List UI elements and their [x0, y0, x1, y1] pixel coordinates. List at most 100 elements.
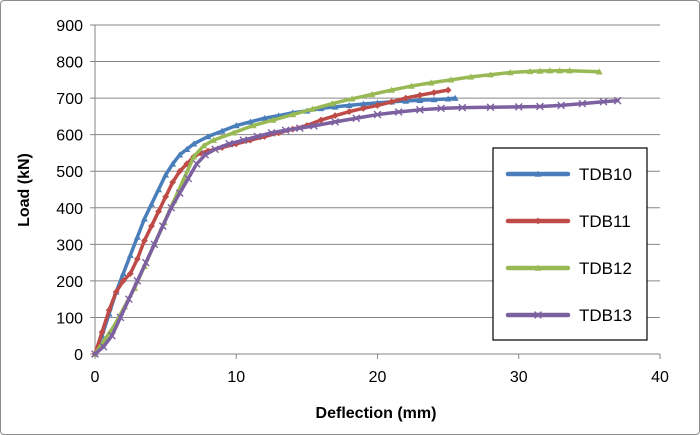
data-point-tdb10 [261, 114, 268, 121]
data-point-tdb13 [158, 222, 167, 230]
data-point-tdb12 [269, 116, 277, 123]
data-point-tdb13 [295, 124, 304, 132]
data-point-tdb11 [98, 328, 106, 336]
data-point-tdb11 [345, 108, 353, 116]
data-point-tdb11 [232, 140, 240, 148]
data-point-tdb12 [526, 68, 534, 75]
data-point-tdb12 [536, 67, 544, 74]
series-tdb13 [91, 96, 622, 358]
legend-label-tdb11: TDB11 [579, 212, 631, 231]
data-point-tdb12 [230, 129, 237, 136]
y-tick-label: 600 [56, 128, 83, 145]
data-point-tdb13 [175, 189, 184, 198]
legend-box [492, 147, 648, 341]
data-point-tdb11 [261, 133, 268, 140]
x-tick-labels: 0 10 20 30 40 [91, 369, 669, 386]
data-point-tdb11 [374, 102, 381, 109]
data-point-tdb10 [190, 140, 198, 147]
legend-item-tdb13: TDB13 [505, 306, 632, 325]
data-point-tdb13 [239, 136, 248, 145]
data-point-tdb12 [190, 153, 198, 160]
data-point-tdb10 [204, 133, 212, 140]
data-point-tdb12 [200, 142, 208, 149]
data-point-tdb10 [331, 103, 339, 110]
data-point-tdb13 [211, 145, 219, 154]
data-point-tdb13 [394, 108, 403, 116]
data-point-tdb12 [447, 76, 455, 83]
data-point-tdb13 [281, 126, 290, 135]
data-point-tdb13 [536, 102, 544, 111]
data-point-tdb11 [126, 270, 134, 277]
data-point-tdb12 [388, 86, 396, 93]
data-point-tdb12 [249, 122, 257, 129]
data-point-tdb10 [155, 186, 162, 193]
data-point-tdb10 [218, 127, 226, 134]
data-point-tdb13 [116, 313, 125, 322]
y-tick-label: 300 [56, 237, 83, 254]
legend-label-tdb12: TDB12 [579, 259, 632, 278]
data-point-tdb12 [289, 111, 297, 118]
data-point-tdb13 [486, 103, 495, 112]
data-point-tdb13 [599, 97, 608, 106]
data-point-tdb13 [415, 105, 424, 114]
x-tick-label: 0 [91, 369, 100, 386]
data-point-tdb10 [232, 122, 240, 129]
data-point-tdb10 [126, 251, 134, 259]
data-point-tdb12 [408, 82, 415, 89]
data-point-tdb10 [359, 100, 367, 107]
data-point-tdb12 [467, 73, 475, 80]
data-point-tdb10 [430, 96, 438, 103]
series-line-tdb11 [93, 88, 450, 356]
data-point-tdb12 [348, 95, 356, 102]
data-point-tdb10 [183, 145, 191, 153]
data-point-tdb11 [141, 237, 148, 245]
y-tick-label: 100 [56, 310, 83, 327]
data-point-tdb13 [514, 102, 523, 111]
y-tick-labels: 0 100 200 300 400 500 600 700 800 900 [56, 18, 83, 364]
y-tick-label: 0 [74, 347, 83, 364]
data-point-tdb13 [201, 150, 210, 159]
data-point-tdb13 [167, 203, 176, 212]
data-point-tdb12 [368, 91, 376, 98]
data-point-tdb10 [169, 160, 177, 167]
x-tick-label: 20 [369, 369, 387, 386]
data-point-tdb12 [328, 100, 336, 107]
data-point-tdb11 [359, 104, 367, 112]
data-point-tdb11 [148, 222, 155, 230]
data-point-tdb13 [458, 103, 467, 112]
x-tick-label: 40 [651, 369, 669, 386]
y-tick-label: 800 [56, 55, 83, 72]
data-point-tdb12 [556, 67, 564, 74]
y-tick-label: 400 [56, 201, 83, 218]
legend-marker-tdb10 [534, 170, 542, 177]
data-point-tdb11 [388, 98, 396, 106]
data-point-tdb11 [169, 178, 177, 186]
data-point-tdb10 [444, 95, 452, 102]
data-point-tdb13 [578, 99, 587, 108]
y-tick-label: 900 [56, 18, 83, 35]
data-point-tdb12 [595, 68, 603, 75]
data-point-tdb13 [253, 132, 262, 141]
y-axis-title: Load (kN) [16, 153, 33, 227]
data-point-tdb12 [487, 71, 494, 78]
data-point-tdb12 [427, 79, 435, 86]
data-point-tdb13 [437, 104, 445, 113]
series-line-tdb13 [93, 98, 620, 356]
data-point-tdb11 [162, 193, 170, 201]
data-point-tdb10 [176, 151, 184, 158]
legend-label-tdb13: TDB13 [579, 306, 632, 325]
series-group [91, 67, 622, 358]
legend-item-tdb11: TDB11 [505, 212, 631, 231]
data-point-tdb12 [566, 67, 573, 74]
data-point-tdb13 [557, 101, 566, 110]
data-point-tdb12 [309, 105, 316, 112]
data-point-tdb13 [133, 276, 142, 285]
y-tick-label: 700 [56, 91, 83, 108]
data-point-tdb11 [155, 208, 162, 215]
data-point-tdb11 [430, 89, 438, 97]
legend-marker-tdb11 [534, 217, 542, 225]
data-point-tdb11 [402, 94, 410, 102]
data-point-tdb13 [613, 96, 622, 105]
data-point-tdb11 [416, 91, 424, 99]
